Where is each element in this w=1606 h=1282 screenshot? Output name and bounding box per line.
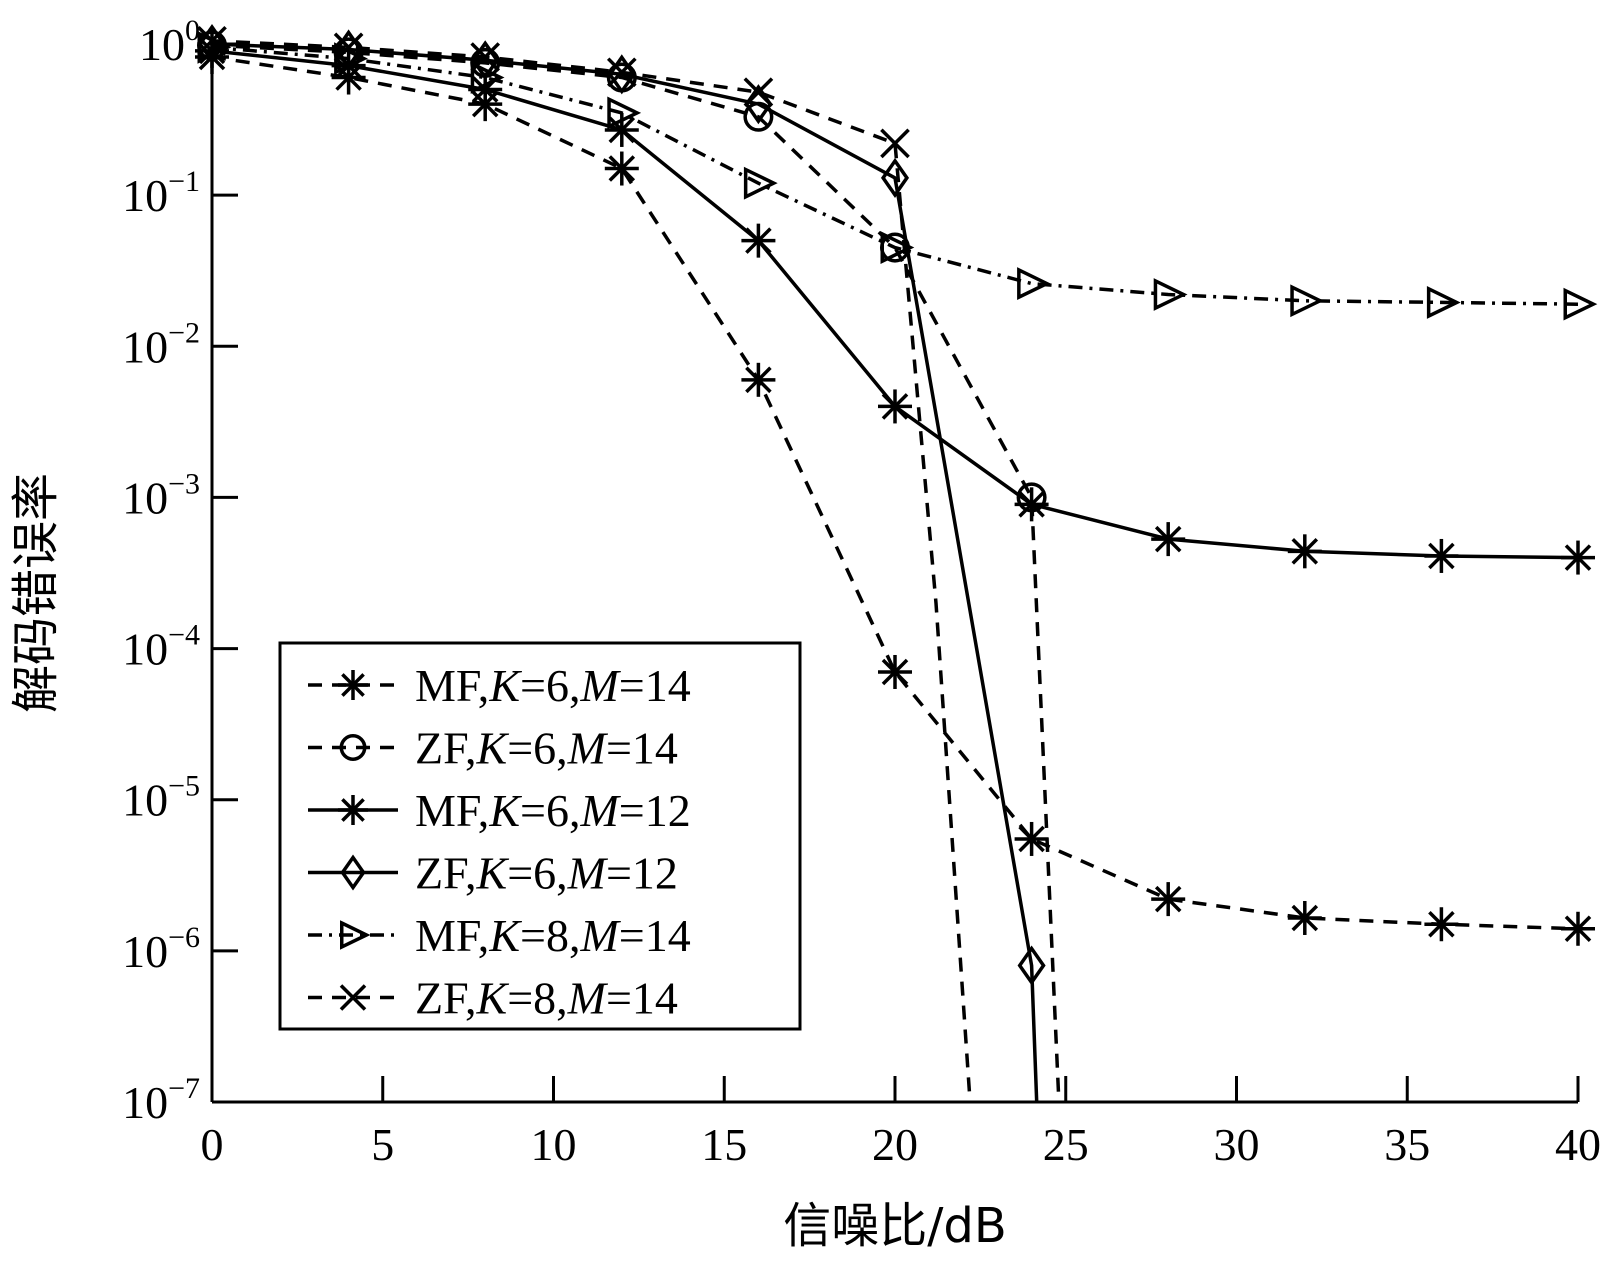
legend: MF,K=6,M=14 ZF,K=6,M=14 MF,K=6,M=12 ZF,K=6,… (278, 641, 802, 1031)
series-6 (197, 25, 972, 1102)
legend-entry: MF,K=8,M=14 (308, 910, 691, 961)
data-point (1151, 882, 1186, 917)
legend-marker (340, 920, 371, 950)
data-point (743, 77, 774, 108)
legend-label: ZF,K=6,M=12 (415, 848, 678, 899)
data-point (1151, 522, 1186, 557)
x-tick-label: 30 (1214, 1119, 1260, 1170)
y-tick-label: 10−3 (122, 467, 200, 523)
y-tick-label: 10−5 (122, 770, 200, 826)
data-point (1563, 287, 1598, 321)
data-point (1290, 284, 1325, 318)
data-point (471, 40, 500, 81)
y-tick-label: 10−6 (122, 921, 200, 977)
data-point (1561, 911, 1595, 946)
data-point (878, 389, 912, 424)
data-point (880, 231, 915, 264)
legend-marker (338, 795, 368, 825)
data-point (1287, 900, 1322, 935)
data-point (1017, 267, 1051, 300)
x-tick-label: 20 (872, 1119, 918, 1170)
data-point (197, 25, 227, 56)
x-tick-label: 25 (1043, 1119, 1089, 1170)
data-point (878, 654, 912, 689)
data-point (1017, 945, 1046, 986)
y-axis-title: 解码错误率 (8, 473, 64, 713)
data-point (1424, 907, 1459, 942)
legend-marker (339, 734, 367, 761)
data-point (1014, 821, 1049, 856)
legend-label: MF,K=8,M=14 (415, 910, 691, 961)
legend-marker (339, 984, 367, 1011)
data-point (606, 57, 637, 88)
series-4 (197, 23, 1046, 1102)
legend-entry: MF,K=6,M=12 (308, 785, 691, 836)
axes: 0 5 10 15 20 25 30 35 40 100 10−1 10−2 10−3 10−4 10−5 1… (122, 14, 1601, 1170)
data-point (607, 96, 642, 130)
data-point (741, 223, 776, 258)
y-tick-label: 100 (139, 14, 200, 70)
data-point (880, 128, 910, 159)
y-tick-label: 10−1 (122, 165, 200, 221)
data-point (1424, 538, 1459, 573)
y-tick-label: 10−2 (122, 316, 200, 372)
data-point (1426, 286, 1461, 319)
series-line (211, 43, 1061, 1102)
legend-entry: MF,K=6,M=14 (308, 660, 691, 711)
data-point (607, 54, 636, 95)
legend-entry: ZF,K=6,M=14 (308, 723, 678, 774)
legend-label: ZF,K=8,M=14 (415, 973, 678, 1024)
series-line (211, 42, 1039, 1102)
series-line (211, 45, 1579, 306)
x-tick-label: 0 (201, 1119, 224, 1170)
data-point (333, 32, 364, 63)
legend-label: MF,K=6,M=14 (415, 660, 691, 711)
series-line (211, 49, 1579, 560)
y-tick-label: 10−7 (122, 1072, 200, 1128)
x-tick-label: 35 (1384, 1119, 1430, 1170)
legend-marker (340, 854, 366, 891)
x-tick-label: 15 (701, 1119, 747, 1170)
data-point (1287, 534, 1322, 569)
data-point (197, 23, 227, 65)
data-point (470, 61, 505, 94)
legend-label: MF,K=6,M=12 (415, 785, 691, 836)
x-tick-label: 10 (531, 1119, 577, 1170)
data-point (1153, 278, 1188, 311)
x-tick-label: 5 (371, 1119, 394, 1170)
legend-marker (338, 670, 368, 700)
data-point (1561, 540, 1595, 575)
data-point (604, 151, 639, 186)
data-point (1014, 487, 1049, 522)
series-layer (195, 23, 1598, 1102)
x-tick-label: 40 (1555, 1119, 1601, 1170)
legend-entry: ZF,K=6,M=12 (308, 848, 678, 899)
y-tick-label: 10−4 (122, 619, 200, 675)
legend-label: ZF,K=6,M=14 (415, 723, 678, 774)
series-3 (195, 33, 1595, 575)
data-point (880, 157, 910, 198)
series-line (211, 39, 972, 1102)
legend-box (278, 641, 802, 1031)
data-point (743, 166, 778, 200)
legend-entry: ZF,K=8,M=14 (308, 973, 678, 1024)
data-point (741, 362, 776, 397)
x-axis-title: 信噪比/dB (783, 1198, 1007, 1254)
data-point (470, 42, 501, 72)
